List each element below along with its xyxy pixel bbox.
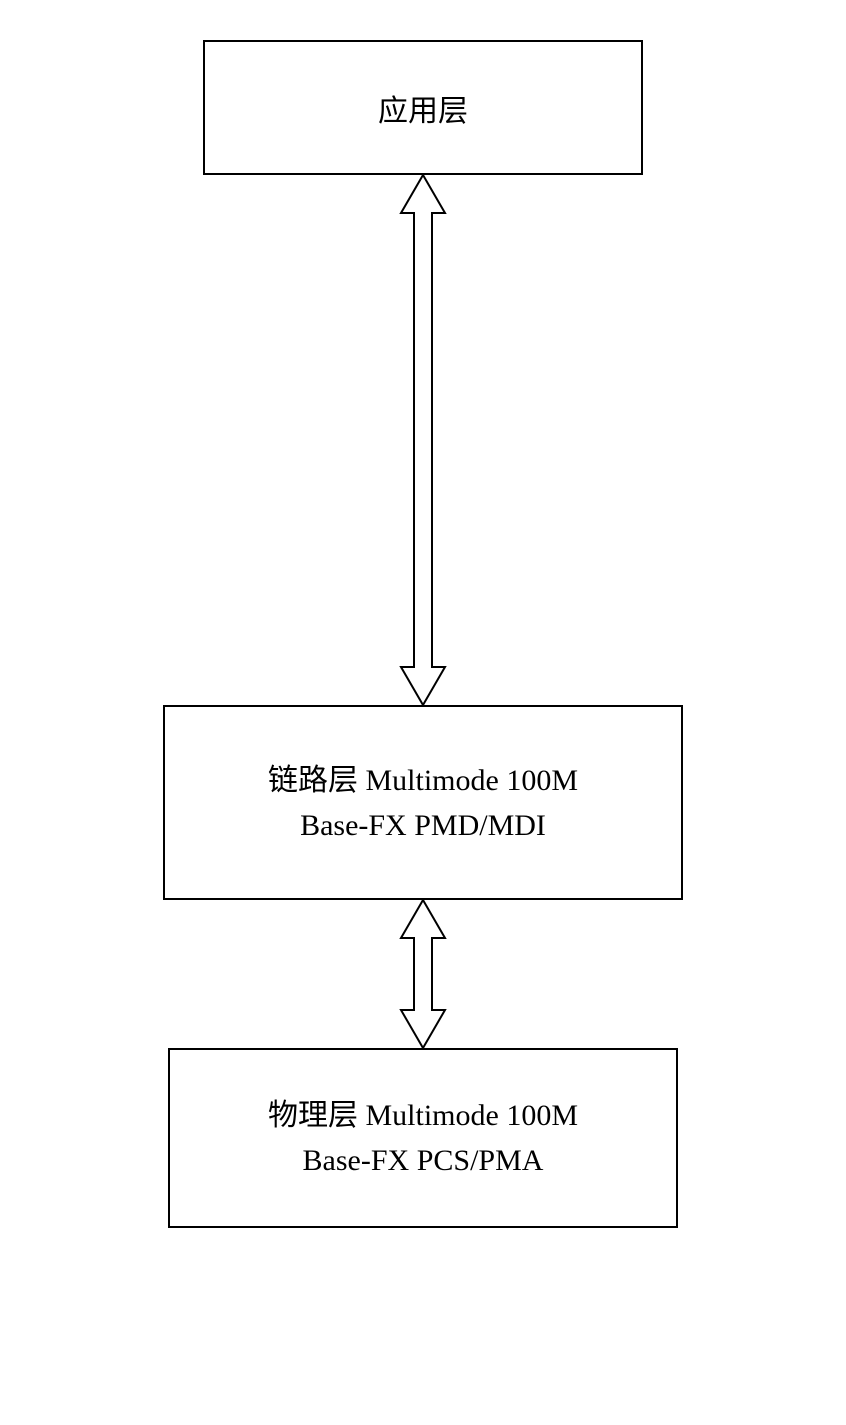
link-layer-label-line2: Base-FX PMD/MDI bbox=[300, 803, 546, 848]
link-layer-box: 链路层 Multimode 100M Base-FX PMD/MDI bbox=[163, 705, 683, 900]
physical-layer-label-line2: Base-FX PCS/PMA bbox=[303, 1138, 544, 1183]
arrow-app-to-link bbox=[393, 175, 453, 705]
application-layer-box: 应用层 bbox=[203, 40, 643, 175]
physical-layer-box: 物理层 Multimode 100M Base-FX PCS/PMA bbox=[168, 1048, 678, 1228]
arrow-link-to-phys bbox=[393, 900, 453, 1048]
application-layer-label: 应用层 bbox=[225, 86, 621, 130]
layer-diagram: 应用层 链路层 Multimode 100M Base-FX PMD/MDI 物… bbox=[148, 40, 698, 1228]
physical-layer-label-line1: 物理层 Multimode 100M bbox=[268, 1093, 578, 1138]
link-layer-label-line1: 链路层 Multimode 100M bbox=[268, 758, 578, 803]
